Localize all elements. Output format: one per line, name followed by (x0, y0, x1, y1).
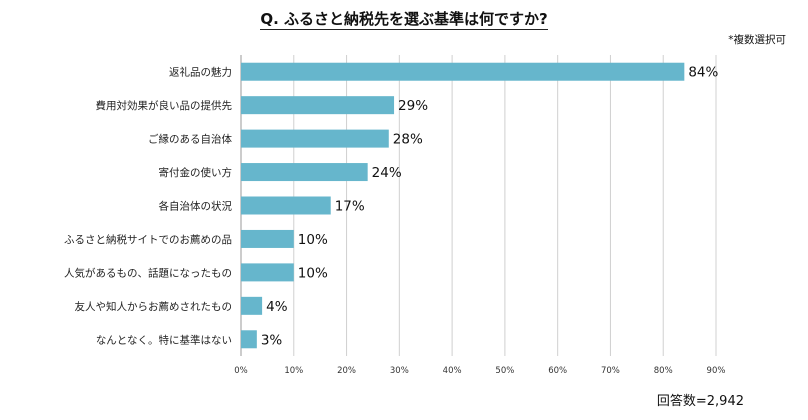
x-tick-label: 50% (495, 366, 514, 376)
x-tick-label: 30% (390, 366, 409, 376)
bar (241, 229, 294, 248)
x-tick-label: 20% (337, 366, 356, 376)
multiple-choice-note: *複数選択可 (728, 34, 786, 46)
category-label: 寄付金の使い方 (159, 166, 233, 179)
chart-title: Q. ふるさと納税先を選ぶ基準は何ですか? (0, 8, 808, 30)
x-tick-label: 90% (707, 366, 726, 376)
value-label: 17% (335, 199, 365, 215)
bar (241, 96, 395, 115)
bar (241, 296, 263, 315)
value-label: 24% (372, 165, 402, 181)
category-label: 各自治体の状況 (159, 200, 233, 213)
value-label: 28% (393, 132, 423, 148)
bar (241, 263, 294, 282)
bar (241, 330, 257, 349)
value-label: 10% (298, 232, 328, 248)
x-tick-label: 80% (654, 366, 673, 376)
chart-title-text: Q. ふるさと納税先を選ぶ基準は何ですか? (260, 10, 548, 30)
x-tick-label: 10% (284, 366, 303, 376)
x-tick-label: 70% (601, 366, 620, 376)
x-tick-label: 60% (548, 366, 567, 376)
category-label: 費用対効果が良い品の提供先 (96, 99, 233, 112)
category-label: ふるさと納税サイトでのお薦めの品 (64, 233, 232, 246)
category-label: なんとなく。特に基準はない (96, 333, 232, 346)
category-label: 人気があるもの、話題になったもの (64, 266, 232, 279)
x-tick-label: 40% (443, 366, 462, 376)
bars (241, 62, 685, 349)
category-labels: 返礼品の魅力費用対効果が良い品の提供先ご縁のある自治体寄付金の使い方各自治体の状… (64, 66, 232, 347)
value-label: 84% (688, 65, 718, 81)
bar (241, 129, 389, 148)
response-count: 回答数=2,942 (656, 394, 744, 409)
category-label: ご縁のある自治体 (148, 133, 232, 146)
bar (241, 163, 368, 182)
x-axis-ticks: 0% 10% 20% 30% 40% 50% 60% 70% 80% 90% (234, 366, 725, 376)
x-tick-label: 0% (234, 366, 248, 376)
bar (241, 196, 331, 215)
category-label: 返礼品の魅力 (169, 66, 232, 79)
value-labels: 84% 29% 28% 24% 17% 10% 10% 4% 3% (261, 65, 719, 349)
value-label: 10% (298, 265, 328, 281)
value-label: 3% (261, 332, 283, 348)
category-label: 友人や知人からお薦めされたもの (75, 300, 233, 313)
bar (241, 62, 685, 81)
value-label: 4% (266, 299, 288, 315)
value-label: 29% (398, 98, 428, 114)
